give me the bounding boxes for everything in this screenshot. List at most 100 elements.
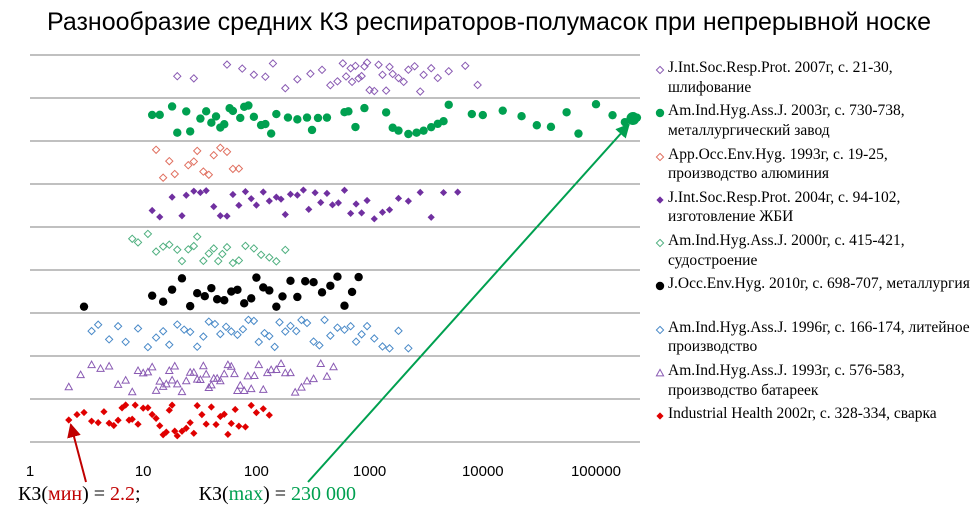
data-point [399,77,408,87]
data-point [195,374,205,383]
data-point [171,427,179,435]
data-point [333,323,342,332]
data-point [246,384,256,393]
data-point [346,321,355,331]
data-point [291,326,301,336]
legend-marker-shape [656,412,664,420]
data-point [230,369,239,378]
data-point [385,62,394,72]
data-point [64,382,74,391]
data-point [320,315,329,325]
data-point [209,150,219,160]
data-point [272,302,281,311]
data-point [358,209,366,217]
data-point [226,327,236,336]
data-point [235,380,245,389]
data-point [426,122,436,132]
data-point [87,326,96,336]
data-point [268,59,278,68]
data-point [173,432,181,440]
legend-marker-shape [655,65,665,75]
data-point [272,257,281,266]
legend-marker-shape [655,238,665,248]
legend-marker [655,65,665,75]
data-point [220,120,229,129]
kz-summary: КЗ(мин) = 2.2; КЗ(max) = 230 000 [18,483,356,506]
data-point [190,429,198,437]
data-point [293,292,302,302]
legend-label: App.Occ.Env.Hyg. 1993г, с. 19-25, произв… [668,145,888,183]
data-point [223,212,231,220]
data-point [209,244,219,253]
data-point [280,245,290,255]
data-point [207,283,216,293]
legend-marker [655,368,665,378]
data-point [266,129,276,138]
data-point [151,385,161,394]
data-points [64,58,642,440]
data-point [243,371,253,380]
x-tick-label: 1000 [353,463,386,480]
data-point [114,416,122,424]
data-point [96,363,106,372]
data-point [235,201,243,209]
data-point [158,381,168,390]
data-point [362,321,372,331]
data-point [133,365,143,374]
data-point [249,371,259,380]
data-point [196,114,205,123]
data-point [286,190,295,198]
data-point [104,361,114,370]
legend-item: J.Int.Soc.Resp.Prot. 2004г, с. 94-102, и… [653,188,973,231]
data-point [165,406,173,414]
data-point [199,256,208,266]
legend-label: J.Int.Soc.Resp.Prot. 2004г, с. 94-102, и… [668,188,901,226]
data-point [216,143,225,153]
data-point [290,387,300,396]
data-point [517,112,526,121]
data-point [254,337,264,347]
data-point [158,173,168,182]
data-point [202,187,210,195]
data-point [244,101,253,110]
data-point [151,145,161,155]
data-point [148,410,156,419]
data-point [309,278,318,287]
legend-marker-shape [655,368,665,377]
data-point [351,337,361,347]
data-point [275,317,284,327]
data-point [196,188,204,197]
data-point [478,110,487,120]
data-point [357,329,366,339]
data-point [416,188,424,197]
data-point [302,376,312,385]
data-point [80,408,88,417]
data-point [226,361,236,370]
data-point [328,201,337,209]
data-point [172,320,182,329]
data-point [94,419,102,427]
data-point [309,374,319,383]
data-point [270,342,279,352]
data-point [247,294,256,303]
data-point [363,196,371,205]
data-point [192,342,202,352]
data-point [326,281,335,290]
data-point [199,167,208,176]
data-point [574,129,583,138]
legend-label: Am.Ind.Hyg.Ass.J. 2000г, с. 415-421, суд… [668,232,905,269]
data-point [241,423,250,431]
data-point [186,419,194,427]
annotation-arrows [67,112,640,483]
data-point [178,427,186,435]
data-point [426,63,436,73]
data-point [100,408,108,416]
data-point [322,113,332,122]
data-point [232,385,242,394]
data-point [357,71,366,81]
data-point [238,324,248,334]
data-point [354,74,363,83]
data-point [167,285,177,294]
chart-title: Разнообразие средних КЗ респираторов-пол… [47,8,931,36]
data-point [412,128,421,137]
